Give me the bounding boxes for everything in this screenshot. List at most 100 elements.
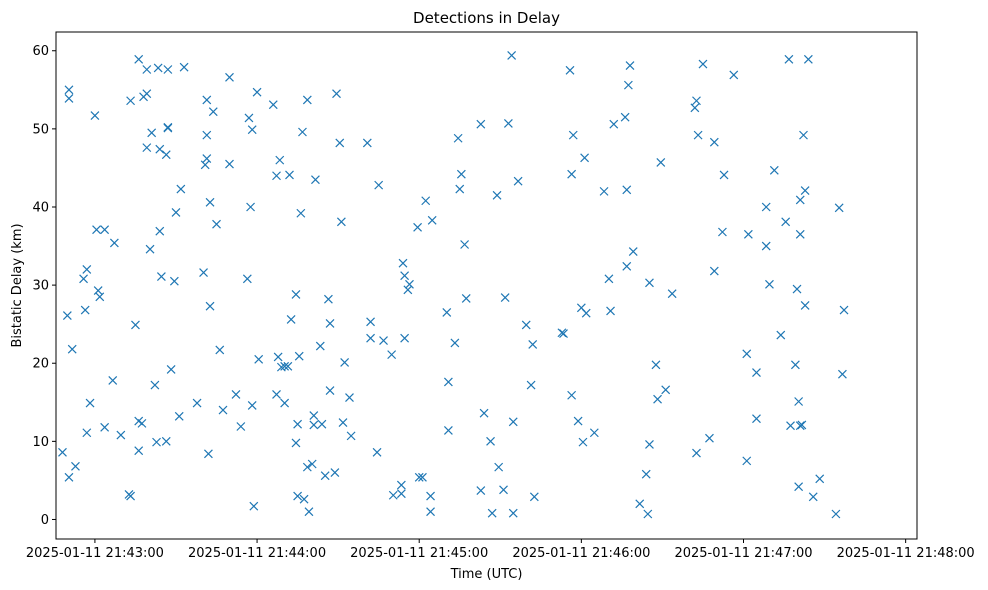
data-point [479,408,489,418]
data-point [709,137,719,147]
data-point [709,266,719,276]
data-point [247,400,257,410]
data-point [137,418,147,428]
data-point [247,125,257,135]
data-point [622,261,632,271]
data-point [609,119,619,129]
data-point [215,345,225,355]
data-point [776,330,786,340]
data-point [599,186,609,196]
data-point [581,308,591,318]
data-point [795,229,805,239]
data-point [567,169,577,179]
data-point [192,398,202,408]
data-point [134,446,144,456]
data-point [161,150,171,160]
data-point [218,405,228,415]
data-point [528,340,538,349]
data-point [362,138,372,148]
data-point [834,203,844,213]
data-point [839,305,849,315]
data-point [126,96,136,106]
data-point [580,153,590,163]
data-point [529,492,539,502]
data-point [379,336,388,345]
data-point [147,128,157,138]
data-point [604,274,614,284]
data-point [67,344,77,354]
data-point [414,472,424,482]
data-point [692,96,701,106]
data-point [309,411,319,420]
data-point [293,491,303,501]
data-point [508,508,518,518]
data-point [643,509,653,519]
points-layer [58,51,849,519]
data-point [698,59,708,69]
data-point [320,471,330,481]
data-point [64,472,74,482]
data-point [492,190,502,200]
data-point [729,70,739,80]
data-point [567,390,577,400]
data-point [476,119,486,129]
data-point [396,489,406,499]
data-point [487,508,497,518]
data-point [568,130,578,140]
x-tick-label: 2025-01-11 21:43:00 [26,546,164,561]
data-point [294,351,304,361]
data-point [565,65,575,75]
data-point [131,320,140,330]
data-point [403,285,413,295]
data-point [494,462,504,472]
data-point [366,333,375,343]
data-point [108,375,118,385]
x-tick-label: 2025-01-11 21:48:00 [837,546,975,561]
data-point [242,274,252,284]
data-point [372,447,382,457]
data-point [323,294,333,304]
data-point [85,398,95,408]
data-point [645,440,654,449]
x-tick-label: 2025-01-11 21:45:00 [350,546,488,561]
data-point [573,416,583,426]
data-point [202,95,212,105]
data-point [208,107,218,117]
data-point [442,308,452,317]
data-point [62,311,72,321]
data-point [100,225,110,235]
chart-title: Detections in Delay [413,9,560,27]
data-point [336,217,346,227]
data-point [64,93,74,103]
data-point [325,386,335,395]
data-point [521,320,531,330]
data-point [625,61,635,71]
data-point [622,185,632,195]
data-point [453,133,463,143]
data-point [307,459,317,469]
data-point [80,305,90,315]
data-point [95,292,105,302]
data-point [82,265,92,274]
y-tick-label: 50 [32,122,49,137]
data-point [244,113,254,123]
data-point [291,290,301,299]
data-point [620,112,630,122]
data-point [366,317,375,327]
data-point [280,398,290,408]
data-point [837,369,847,379]
data-point [795,195,805,205]
data-point [815,474,825,484]
data-point [500,293,510,303]
data-point [400,271,410,281]
data-point [272,171,281,181]
x-tick-label: 2025-01-11 21:44:00 [188,546,326,561]
data-point [202,154,212,163]
data-point [761,241,771,251]
x-tick-label: 2025-01-11 21:47:00 [674,546,812,561]
y-tick-label: 10 [32,435,49,450]
data-point [513,176,523,186]
data-point [330,468,340,478]
data-point [781,217,791,227]
